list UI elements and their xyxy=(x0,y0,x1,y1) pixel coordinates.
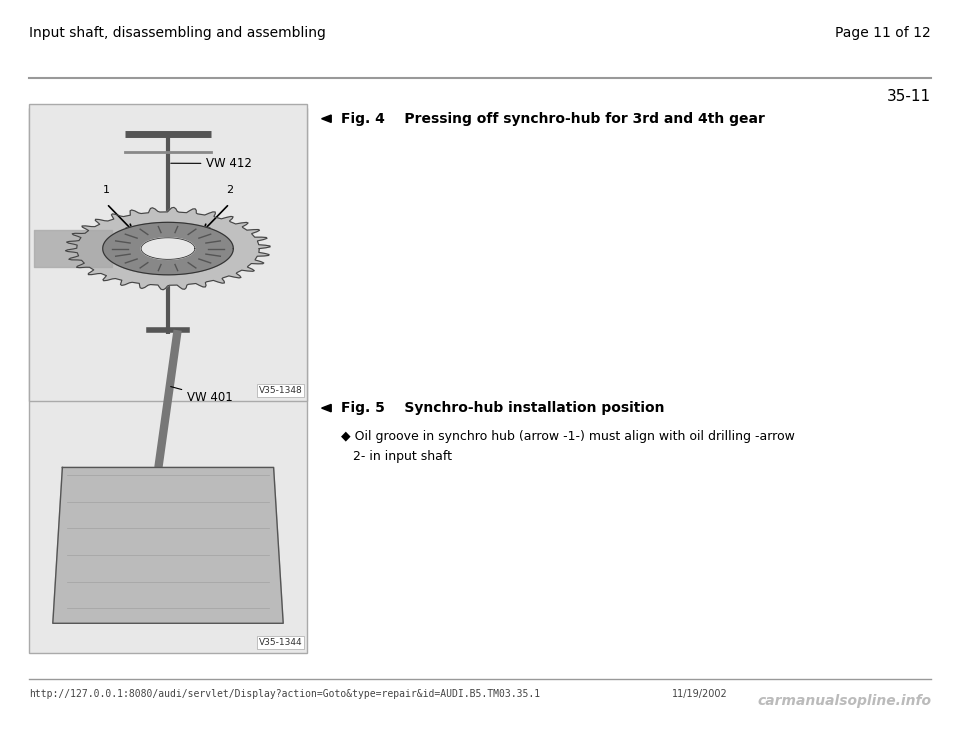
Polygon shape xyxy=(65,208,270,290)
Polygon shape xyxy=(322,115,331,122)
Polygon shape xyxy=(53,467,283,623)
Text: Fig. 4    Pressing off synchro-hub for 3rd and 4th gear: Fig. 4 Pressing off synchro-hub for 3rd … xyxy=(341,112,765,125)
Text: Fig. 5    Synchro-hub installation position: Fig. 5 Synchro-hub installation position xyxy=(341,401,664,415)
Text: V35-1348: V35-1348 xyxy=(258,386,302,395)
Text: 1: 1 xyxy=(103,185,110,195)
Polygon shape xyxy=(103,223,233,275)
Text: VW 412: VW 412 xyxy=(171,157,252,170)
Text: http://127.0.0.1:8080/audi/servlet/Display?action=Goto&type=repair&id=AUDI.B5.TM: http://127.0.0.1:8080/audi/servlet/Displ… xyxy=(29,689,540,698)
Text: 11/19/2002: 11/19/2002 xyxy=(672,689,728,698)
Text: 35-11: 35-11 xyxy=(887,89,931,104)
Text: ◆ Oil groove in synchro hub (arrow -1-) must align with oil drilling -arrow: ◆ Oil groove in synchro hub (arrow -1-) … xyxy=(341,430,795,444)
Bar xyxy=(29,104,307,401)
Text: Input shaft, disassembling and assembling: Input shaft, disassembling and assemblin… xyxy=(29,26,325,40)
Polygon shape xyxy=(141,237,195,260)
Bar xyxy=(29,108,307,653)
Text: V35-1344: V35-1344 xyxy=(259,638,302,647)
Text: 2- in input shaft: 2- in input shaft xyxy=(353,450,452,464)
Text: Page 11 of 12: Page 11 of 12 xyxy=(835,26,931,40)
Polygon shape xyxy=(322,404,331,412)
Text: carmanualsopline.info: carmanualsopline.info xyxy=(757,694,931,708)
Text: VW 401: VW 401 xyxy=(171,387,233,404)
Text: 2: 2 xyxy=(226,185,233,195)
